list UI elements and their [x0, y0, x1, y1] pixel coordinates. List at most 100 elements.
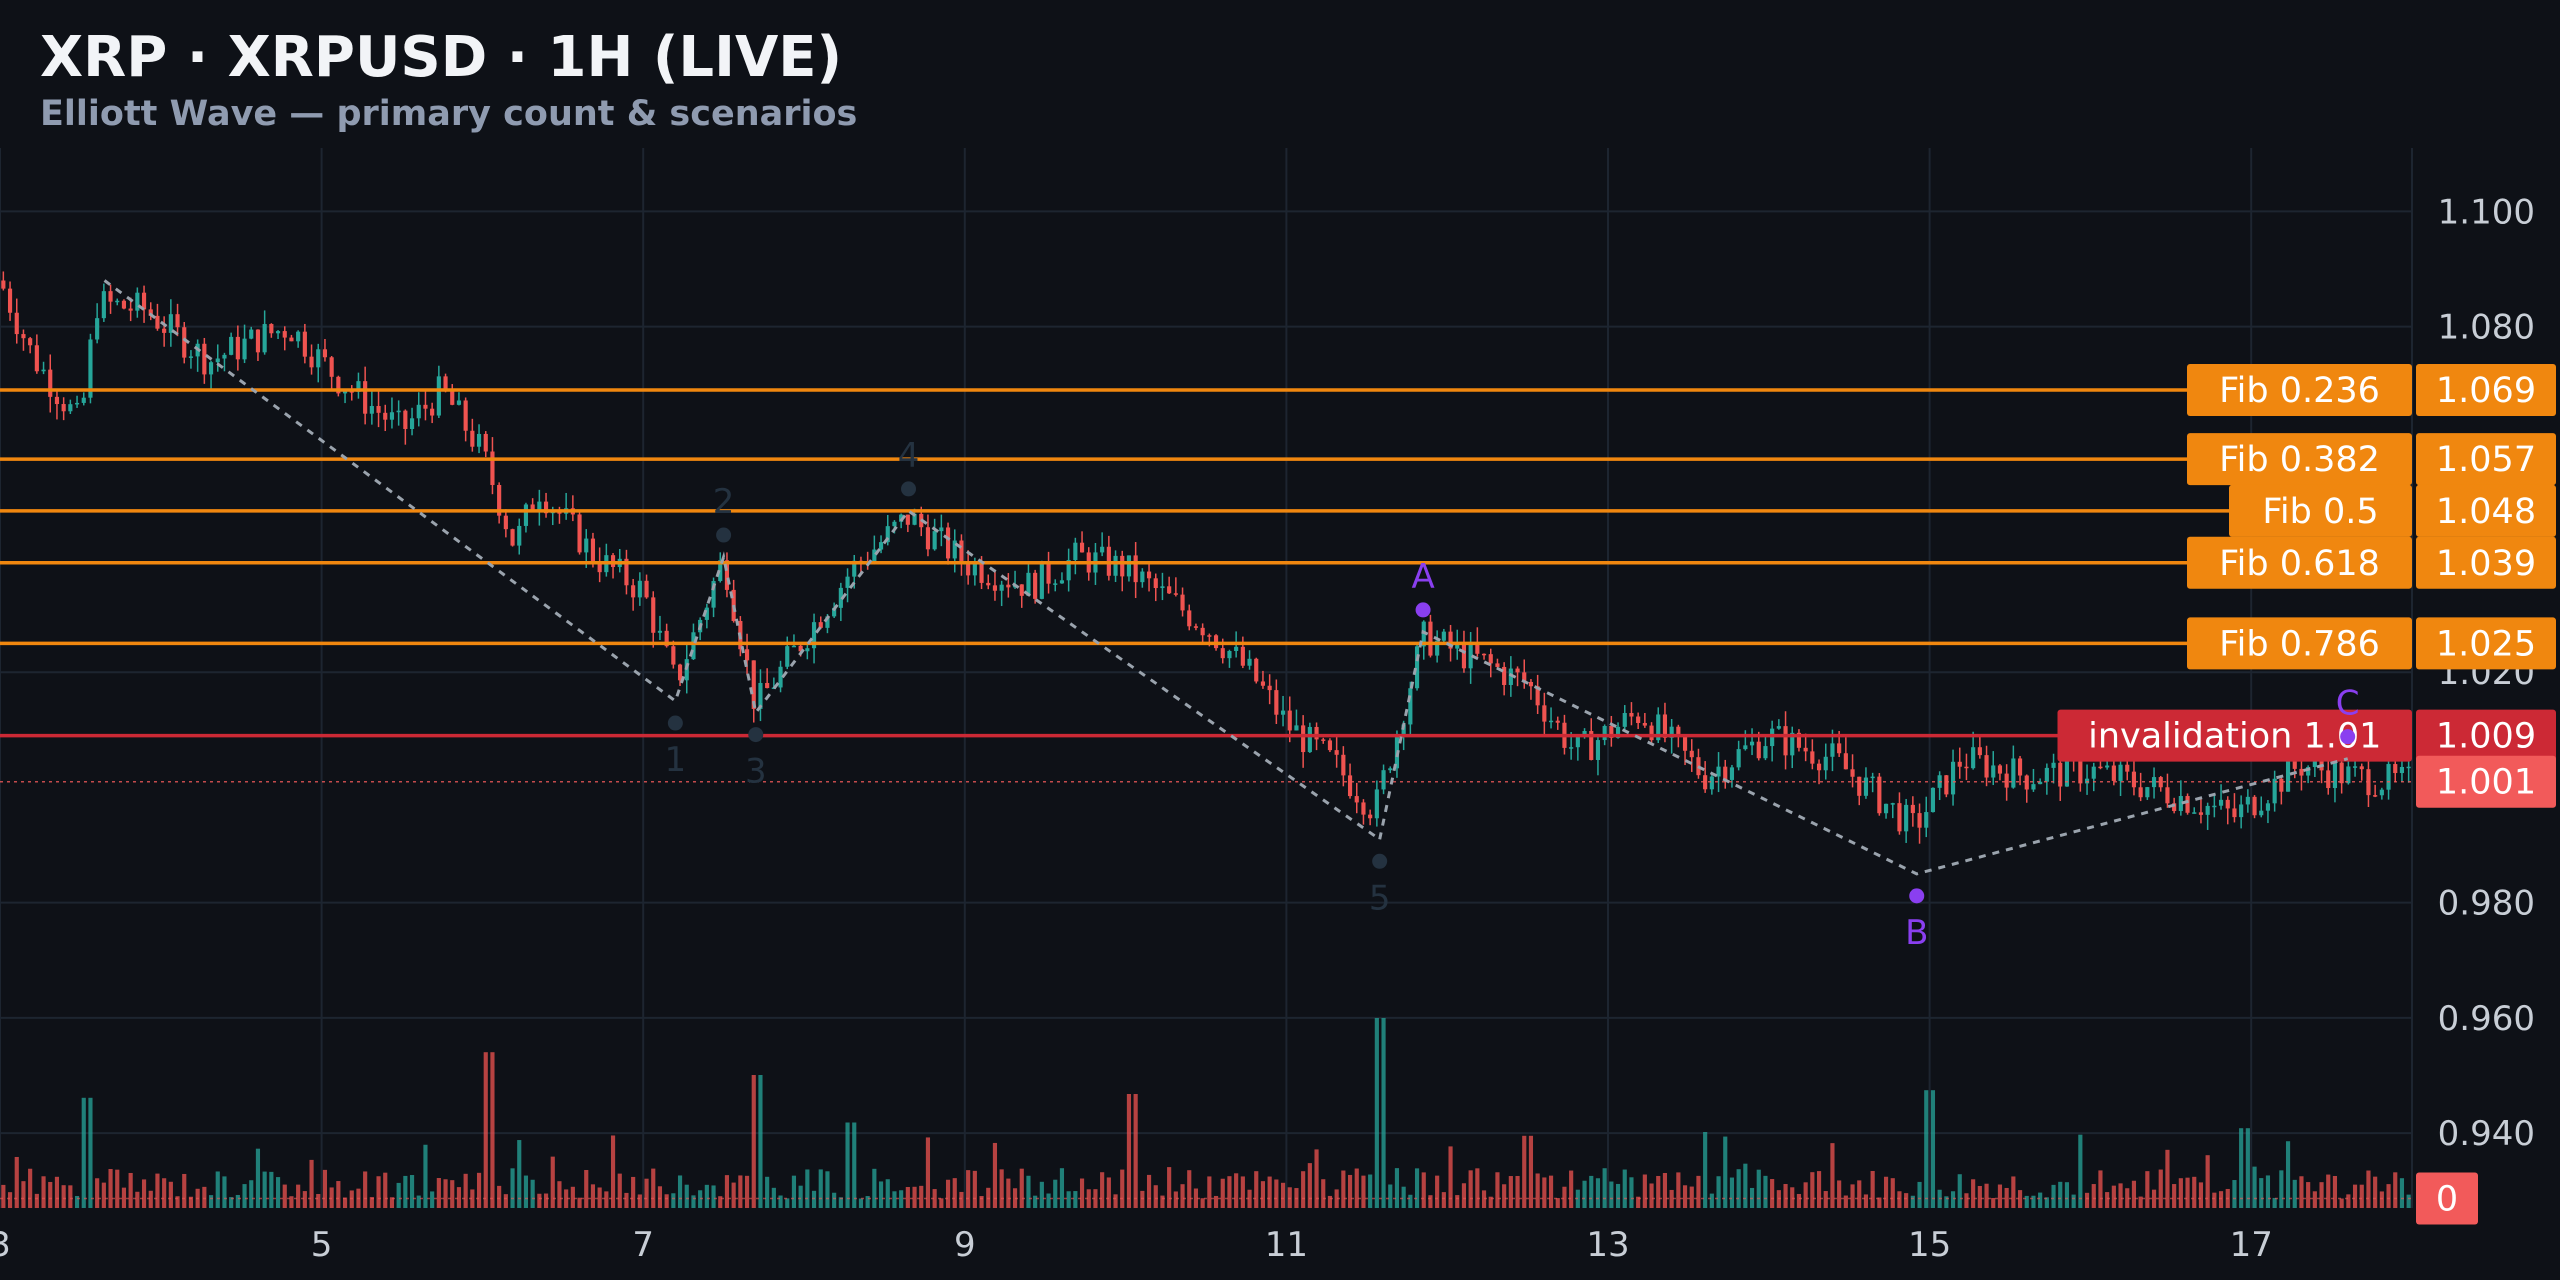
volume-bar-112 [744, 1175, 750, 1208]
candle-body-98 [651, 597, 656, 633]
volume-bar-329 [2198, 1182, 2204, 1208]
candle-body-278 [1857, 776, 1862, 796]
volume-bar-87 [577, 1197, 582, 1208]
candle-body-16 [101, 291, 106, 319]
candle-body-78 [517, 525, 522, 546]
volume-bar-59 [389, 1197, 395, 1208]
volume-bar-16 [101, 1182, 106, 1208]
x-tick-label-7: 15 [1908, 1225, 1951, 1265]
candle-body-38 [249, 329, 254, 339]
candle-body-9 [54, 396, 60, 405]
candle-body-270 [1803, 747, 1808, 752]
candle-body-36 [235, 336, 240, 360]
volume-bar-285 [1904, 1193, 1909, 1208]
volume-bar-200 [1334, 1189, 1339, 1208]
wave-label-8: C [2336, 684, 2360, 724]
candle-body-124 [825, 616, 830, 628]
candle-body-141 [939, 527, 944, 532]
candle-body-322 [2151, 777, 2157, 788]
candle-body-317 [2118, 764, 2123, 781]
wave-dot-4 [901, 481, 917, 497]
volume-bar-1 [1, 1184, 6, 1208]
volume-bar-139 [925, 1137, 931, 1208]
candle-body-60 [396, 410, 401, 413]
candle-body-218 [1455, 642, 1460, 649]
candle-body-151 [1006, 584, 1011, 588]
candle-body-1 [1, 280, 6, 289]
candle-body-28 [182, 327, 187, 358]
volume-bar-190 [1267, 1176, 1272, 1208]
candle-body-303 [2024, 775, 2029, 790]
candle-body-87 [577, 514, 582, 553]
x-tick-label-6: 13 [1586, 1225, 1629, 1265]
volume-bar-226 [1508, 1176, 1513, 1208]
volume-bar-182 [1213, 1195, 1219, 1208]
volume-bar-225 [1502, 1184, 1507, 1208]
candle-body-300 [2004, 773, 2009, 788]
candle-body-13 [81, 397, 86, 403]
volume-bar-142 [945, 1179, 951, 1208]
volume-bar-246 [1642, 1174, 1647, 1208]
x-tick-label-5: 11 [1265, 1225, 1308, 1265]
candle-body-173 [1153, 578, 1158, 589]
volume-bar-353 [2359, 1184, 2364, 1208]
volume-bar-342 [2285, 1141, 2291, 1208]
candle-body-66 [436, 376, 441, 416]
volume-bar-243 [1622, 1169, 1627, 1208]
volume-bar-289 [1930, 1090, 1936, 1208]
candle-body-72 [476, 433, 482, 447]
volume-bar-181 [1207, 1176, 1212, 1208]
candle-body-353 [2359, 766, 2364, 770]
candle-body-241 [1609, 725, 1614, 738]
candle-body-230 [1535, 686, 1540, 706]
candle-body-128 [852, 560, 857, 577]
candle-body-215 [1435, 640, 1440, 656]
candle-body-258 [1723, 766, 1728, 780]
volume-bar-55 [363, 1171, 368, 1208]
volume-bar-282 [1883, 1176, 1889, 1208]
candle-body-53 [349, 391, 354, 393]
fib-value-box-4 [2416, 536, 2556, 589]
volume-bar-180 [1200, 1198, 1205, 1208]
volume-bar-255 [1703, 1132, 1708, 1208]
candle-body-147 [979, 563, 984, 583]
candle-body-101 [671, 646, 676, 665]
candle-body-289 [1930, 787, 1936, 813]
invalidation-value-1: 1.009 [2436, 717, 2536, 757]
volume-bar-31 [202, 1186, 207, 1208]
candles-group-1 [1, 271, 2411, 844]
volume-bar-50 [329, 1187, 334, 1208]
candle-body-228 [1522, 672, 1527, 682]
candle-body-217 [1448, 631, 1453, 649]
candle-body-200 [1334, 750, 1339, 755]
candle-body-305 [2038, 781, 2043, 785]
candle-body-316 [2111, 765, 2116, 781]
volume-bar-79 [523, 1175, 529, 1208]
volume-bar-307 [2051, 1184, 2056, 1208]
candle-body-221 [1475, 642, 1480, 654]
volume-bar-159 [1059, 1168, 1065, 1208]
volume-bar-6 [34, 1193, 39, 1208]
volume-bar-254 [1696, 1175, 1701, 1208]
candle-body-267 [1783, 726, 1788, 756]
volume-bar-103 [684, 1184, 689, 1208]
candle-body-280 [1870, 776, 1875, 779]
volume-bar-46 [302, 1191, 307, 1208]
fib-value-box-3 [2416, 484, 2556, 537]
volume-bar-47 [309, 1159, 314, 1208]
candle-body-45 [296, 331, 301, 342]
candle-body-326 [2178, 796, 2183, 812]
volume-bar-42 [275, 1177, 281, 1208]
wave-dot-2 [716, 527, 732, 543]
candle-body-293 [1957, 761, 1962, 767]
fib-label-2: Fib 0.382 [2219, 440, 2380, 480]
candle-body-64 [423, 404, 428, 409]
volume-bar-128 [852, 1122, 857, 1208]
fib-label-box-2 [2187, 433, 2412, 486]
volume-bar-250 [1669, 1189, 1674, 1208]
candle-body-88 [584, 538, 589, 553]
candle-body-15 [95, 318, 100, 340]
volume-bar-21 [135, 1191, 140, 1208]
candle-body-58 [383, 412, 388, 420]
